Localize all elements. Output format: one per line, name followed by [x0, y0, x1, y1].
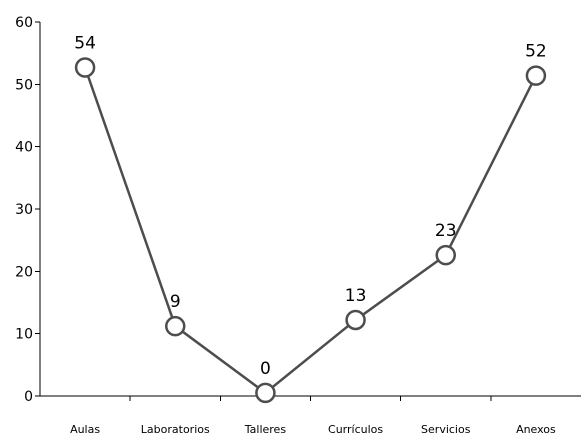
y-tick-label: 50 — [15, 77, 33, 93]
y-tick-label: 30 — [15, 202, 33, 218]
data-label: 23 — [435, 221, 457, 241]
x-tick-label: Servicios — [421, 423, 471, 436]
data-label: 13 — [345, 286, 367, 306]
y-tick-label: 10 — [15, 327, 33, 343]
y-tick-label: 60 — [15, 15, 33, 31]
data-label: 0 — [260, 359, 271, 379]
x-tick-label: Anexos — [516, 423, 556, 436]
data-point — [255, 382, 276, 404]
data-point — [525, 65, 547, 86]
y-tick-label: 0 — [24, 389, 33, 405]
x-tick-label: Aulas — [70, 423, 100, 436]
x-tick-label: Talleres — [244, 423, 287, 436]
y-tick-label: 20 — [15, 264, 33, 280]
data-point — [435, 244, 456, 266]
data-point — [74, 57, 96, 78]
y-tick-label: 40 — [15, 140, 33, 156]
series-line — [83, 67, 538, 395]
data-label: 54 — [74, 34, 96, 54]
series — [74, 57, 547, 404]
data-labels: 54 9 0 13 23 52 — [74, 34, 546, 379]
data-point — [165, 315, 186, 337]
x-axis: Aulas Laboratorios Talleres Currículos Servi… — [40, 395, 581, 436]
data-point — [345, 309, 366, 331]
x-tick-label: Laboratorios — [141, 423, 210, 436]
y-axis: 0 10 20 30 40 50 60 — [15, 15, 41, 405]
data-label: 9 — [170, 292, 181, 312]
data-label: 52 — [525, 42, 547, 62]
x-tick-label: Currículos — [328, 423, 383, 436]
